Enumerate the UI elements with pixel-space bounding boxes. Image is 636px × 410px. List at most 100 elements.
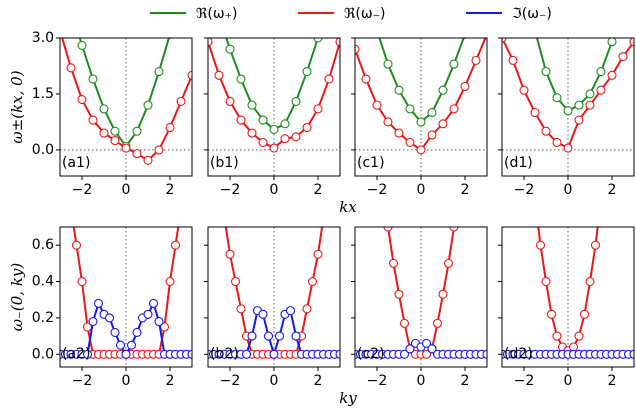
marker bbox=[165, 122, 175, 133]
y-axis-label: ω±(kx, 0) bbox=[8, 70, 26, 143]
x-tick-label: 0 bbox=[270, 373, 279, 389]
marker bbox=[154, 145, 164, 155]
x-axis-label: kx bbox=[339, 198, 357, 216]
y-tick-label: 0.0 bbox=[32, 142, 54, 158]
marker bbox=[405, 104, 415, 114]
plot-area bbox=[502, 96, 634, 367]
legend-label: ℜ(ω₋) bbox=[344, 6, 385, 22]
marker bbox=[99, 104, 109, 114]
marker bbox=[67, 205, 75, 213]
marker bbox=[67, 4, 75, 12]
y-tick-label: 0.6 bbox=[32, 237, 54, 253]
plot-area bbox=[60, 4, 192, 176]
marker bbox=[302, 122, 312, 133]
marker bbox=[167, 38, 173, 39]
x-tick-label: 0 bbox=[417, 373, 426, 389]
marker bbox=[603, 150, 611, 158]
marker bbox=[236, 304, 246, 314]
marker bbox=[449, 59, 459, 69]
x-tick-label: 0 bbox=[270, 182, 279, 198]
marker bbox=[132, 126, 142, 136]
marker bbox=[77, 40, 87, 51]
marker bbox=[355, 44, 360, 54]
x-tick-label: 2 bbox=[461, 182, 470, 198]
marker bbox=[258, 115, 268, 125]
marker bbox=[187, 349, 192, 359]
marker bbox=[247, 331, 257, 341]
marker bbox=[331, 132, 339, 140]
marker bbox=[121, 143, 131, 153]
x-tick-label: 2 bbox=[608, 373, 617, 389]
marker bbox=[467, 105, 475, 113]
marker bbox=[88, 115, 98, 125]
marker bbox=[71, 240, 82, 250]
marker bbox=[269, 349, 279, 359]
plot-area bbox=[208, 132, 340, 367]
marker bbox=[438, 119, 448, 129]
marker bbox=[619, 4, 627, 12]
marker bbox=[585, 89, 595, 99]
marker bbox=[585, 276, 595, 287]
x-tick-label: 2 bbox=[166, 373, 175, 389]
marker bbox=[383, 59, 393, 69]
x-tick-label: 2 bbox=[608, 182, 617, 198]
marker bbox=[335, 38, 340, 47]
marker bbox=[148, 298, 159, 308]
marker bbox=[531, 27, 539, 35]
marker bbox=[361, 74, 371, 84]
marker bbox=[313, 249, 323, 259]
x-tick-label: −2 bbox=[72, 373, 93, 389]
marker bbox=[274, 331, 285, 341]
marker bbox=[541, 276, 551, 287]
y-tick-label: 0.0 bbox=[32, 346, 54, 362]
marker bbox=[530, 108, 540, 118]
marker bbox=[110, 136, 120, 146]
marker bbox=[574, 331, 584, 341]
y-axis-label: ω₋(0, ky) bbox=[8, 263, 26, 332]
panel-label: (d1) bbox=[504, 155, 533, 171]
panel-label: (d2) bbox=[504, 346, 533, 362]
marker bbox=[394, 289, 404, 299]
marker bbox=[373, 27, 381, 35]
marker bbox=[552, 93, 562, 103]
marker bbox=[291, 331, 301, 341]
marker bbox=[247, 100, 257, 110]
marker bbox=[618, 52, 628, 62]
marker bbox=[104, 313, 115, 323]
marker bbox=[82, 349, 93, 359]
marker bbox=[508, 55, 518, 65]
marker bbox=[438, 85, 448, 95]
marker bbox=[247, 128, 257, 138]
x-tick-label: −2 bbox=[367, 182, 388, 198]
marker bbox=[462, 38, 468, 39]
marker bbox=[416, 117, 426, 127]
marker bbox=[263, 331, 274, 341]
marker bbox=[399, 349, 410, 359]
marker bbox=[170, 240, 181, 250]
marker bbox=[77, 94, 87, 105]
x-tick-label: −2 bbox=[72, 182, 93, 198]
marker bbox=[115, 340, 126, 350]
marker bbox=[432, 318, 443, 328]
marker bbox=[165, 276, 175, 287]
marker bbox=[427, 108, 437, 118]
marker bbox=[563, 143, 573, 153]
marker bbox=[225, 96, 235, 106]
marker bbox=[210, 132, 218, 140]
marker bbox=[585, 100, 595, 110]
marker bbox=[394, 128, 404, 138]
marker bbox=[383, 117, 393, 127]
marker bbox=[608, 96, 616, 104]
marker bbox=[427, 130, 437, 140]
marker bbox=[362, 59, 370, 67]
marker bbox=[449, 227, 459, 232]
marker bbox=[320, 214, 328, 222]
marker bbox=[88, 74, 98, 84]
marker bbox=[313, 38, 323, 43]
marker bbox=[372, 100, 382, 110]
marker bbox=[563, 106, 573, 116]
x-tick-label: 0 bbox=[122, 182, 131, 198]
marker bbox=[307, 276, 318, 287]
plot-area bbox=[60, 168, 192, 367]
marker bbox=[183, 168, 191, 176]
